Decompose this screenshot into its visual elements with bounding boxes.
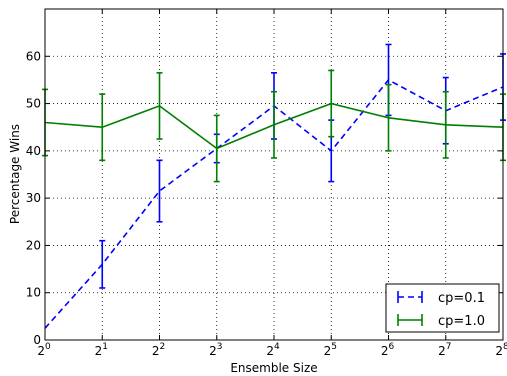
- legend-label-cp-1-0: cp=1.0: [438, 314, 485, 329]
- y-tick-label: 40: [26, 144, 41, 158]
- y-tick-label: 30: [26, 191, 41, 205]
- y-tick-label: 0: [33, 333, 41, 347]
- legend-item-cp-0-1: cp=0.1: [397, 291, 485, 306]
- x-tick-label: 25: [324, 342, 337, 358]
- y-axis-title: Percentage Wins: [8, 124, 22, 224]
- x-tick-label: 26: [381, 342, 395, 358]
- x-axis-title: Ensemble Size: [230, 361, 317, 375]
- x-tick-label: 22: [152, 342, 165, 358]
- y-tick-label: 60: [26, 49, 41, 63]
- legend-box: [385, 283, 500, 333]
- y-tick-label: 20: [26, 238, 41, 252]
- x-tick-label: 27: [438, 342, 451, 358]
- x-tick-label: 21: [95, 342, 108, 358]
- legend-label-cp-0-1: cp=0.1: [438, 291, 485, 306]
- x-tick-label: 24: [266, 342, 280, 358]
- y-tick-label: 50: [26, 97, 41, 111]
- legend: cp=0.1 cp=1.0: [385, 283, 500, 333]
- x-tick-label: 28: [495, 342, 507, 358]
- y-tick-label: 10: [26, 286, 41, 300]
- x-tick-label: 20: [37, 342, 51, 358]
- x-tick-label: 23: [209, 342, 222, 358]
- legend-item-cp-1-0: cp=1.0: [397, 314, 485, 329]
